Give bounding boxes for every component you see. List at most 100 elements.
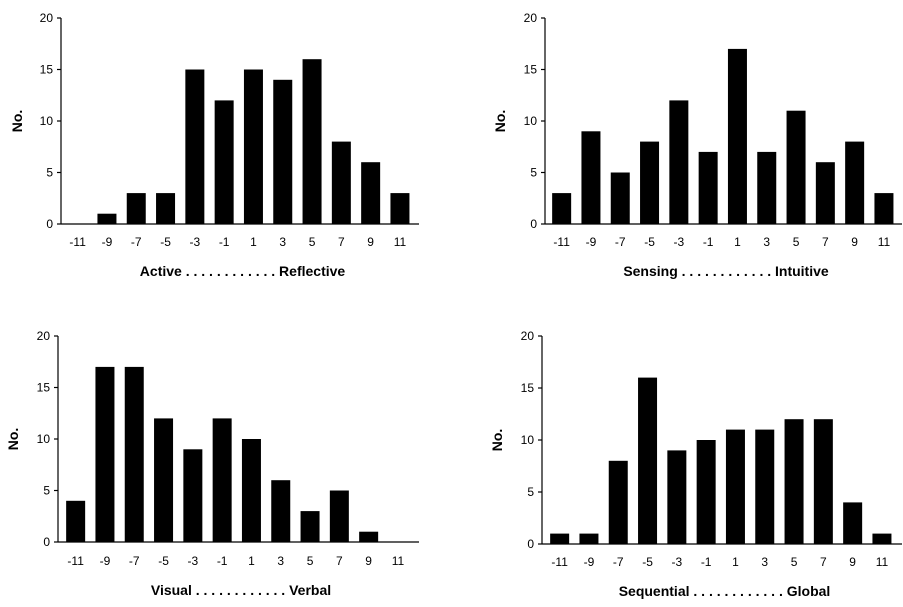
bar bbox=[552, 193, 572, 224]
bar bbox=[154, 418, 174, 542]
x-tick-label: 11 bbox=[394, 235, 407, 249]
x-axis-label: Sensing . . . . . . . . . . . . Intuitiv… bbox=[623, 263, 829, 279]
x-tick-label: -3 bbox=[188, 554, 199, 568]
bar bbox=[667, 450, 687, 544]
x-tick-label: 5 bbox=[793, 235, 800, 249]
bar bbox=[696, 440, 716, 544]
x-tick-label: 3 bbox=[763, 235, 770, 249]
bar bbox=[331, 141, 351, 224]
bar bbox=[845, 141, 865, 224]
bar bbox=[241, 439, 261, 542]
bar bbox=[757, 151, 777, 224]
x-tick-label: -1 bbox=[219, 235, 230, 249]
y-tick-label: 5 bbox=[530, 166, 537, 180]
x-tick-label: 9 bbox=[849, 555, 856, 569]
bar bbox=[212, 418, 232, 542]
y-axis-label: No. bbox=[492, 110, 508, 133]
bar bbox=[95, 366, 115, 542]
bar bbox=[361, 162, 381, 224]
x-tick-label: 7 bbox=[822, 235, 829, 249]
y-axis-label: No. bbox=[5, 428, 21, 451]
y-tick-label: 10 bbox=[521, 433, 535, 447]
y-tick-label: 20 bbox=[37, 329, 51, 343]
bar bbox=[874, 193, 894, 224]
bar bbox=[300, 511, 320, 542]
x-tick-label: 3 bbox=[279, 235, 286, 249]
y-tick-label: 0 bbox=[43, 535, 50, 549]
x-tick-label: -11 bbox=[69, 235, 86, 249]
bar bbox=[698, 151, 718, 224]
x-tick-label: -7 bbox=[129, 554, 140, 568]
y-tick-label: 5 bbox=[46, 166, 53, 180]
y-axis-label: No. bbox=[9, 110, 25, 133]
x-tick-label: 7 bbox=[820, 555, 827, 569]
x-tick-label: -5 bbox=[642, 555, 653, 569]
y-tick-label: 10 bbox=[40, 114, 54, 128]
bar bbox=[156, 193, 176, 224]
bar bbox=[755, 429, 775, 544]
x-tick-label: -3 bbox=[674, 235, 685, 249]
bar bbox=[550, 533, 570, 544]
bar bbox=[185, 69, 205, 224]
x-tick-label: -1 bbox=[701, 555, 712, 569]
bar bbox=[813, 419, 833, 544]
x-tick-label: -7 bbox=[131, 235, 142, 249]
x-tick-label: 7 bbox=[336, 554, 343, 568]
x-tick-label: 9 bbox=[367, 235, 374, 249]
x-tick-label: -9 bbox=[100, 554, 111, 568]
y-tick-label: 15 bbox=[37, 381, 51, 395]
x-tick-label: 9 bbox=[365, 554, 372, 568]
x-tick-label: 1 bbox=[248, 554, 255, 568]
y-tick-label: 0 bbox=[527, 537, 534, 551]
x-tick-label: -3 bbox=[672, 555, 683, 569]
x-tick-label: 5 bbox=[307, 554, 314, 568]
x-tick-label: -11 bbox=[553, 235, 570, 249]
x-tick-label: 7 bbox=[338, 235, 345, 249]
y-axis-label: No. bbox=[489, 429, 505, 452]
bar bbox=[640, 141, 660, 224]
bar bbox=[183, 449, 203, 542]
x-tick-label: -3 bbox=[190, 235, 201, 249]
x-tick-label: -11 bbox=[551, 555, 568, 569]
bar bbox=[273, 79, 293, 224]
bar bbox=[126, 193, 146, 224]
y-tick-label: 20 bbox=[521, 329, 535, 343]
x-tick-label: -7 bbox=[613, 555, 624, 569]
x-tick-label: -1 bbox=[217, 554, 228, 568]
bar bbox=[390, 193, 410, 224]
x-tick-label: -9 bbox=[584, 555, 595, 569]
x-tick-label: -1 bbox=[703, 235, 714, 249]
bar bbox=[727, 48, 747, 225]
y-tick-label: 15 bbox=[524, 63, 538, 77]
x-tick-label: 1 bbox=[734, 235, 741, 249]
bar bbox=[359, 531, 379, 542]
bar bbox=[872, 533, 892, 544]
y-tick-label: 0 bbox=[530, 217, 537, 231]
x-tick-label: -9 bbox=[102, 235, 113, 249]
bar bbox=[608, 460, 628, 544]
bar bbox=[66, 500, 86, 542]
y-tick-label: 10 bbox=[37, 432, 51, 446]
x-tick-label: 3 bbox=[277, 554, 284, 568]
y-tick-label: 10 bbox=[524, 114, 538, 128]
y-tick-label: 15 bbox=[40, 63, 54, 77]
x-tick-label: -5 bbox=[644, 235, 655, 249]
x-tick-label: 5 bbox=[791, 555, 798, 569]
x-tick-label: 11 bbox=[392, 554, 405, 568]
bar bbox=[610, 172, 630, 224]
x-tick-label: 1 bbox=[250, 235, 257, 249]
bar bbox=[302, 59, 322, 225]
y-tick-label: 20 bbox=[524, 11, 538, 25]
x-tick-label: 11 bbox=[876, 555, 889, 569]
x-tick-label: 11 bbox=[878, 235, 891, 249]
x-tick-label: 9 bbox=[851, 235, 858, 249]
bar bbox=[669, 100, 689, 224]
x-tick-label: 5 bbox=[309, 235, 316, 249]
y-tick-label: 15 bbox=[521, 381, 535, 395]
bar bbox=[843, 502, 863, 544]
x-tick-label: 1 bbox=[732, 555, 739, 569]
